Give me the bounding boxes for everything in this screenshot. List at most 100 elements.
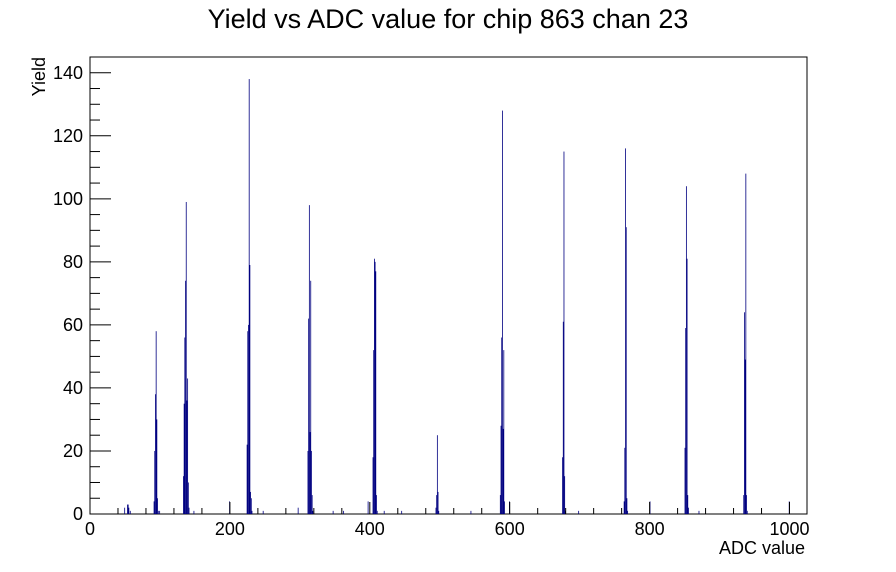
histogram-bin [376,495,377,514]
x-tick-label: 1000 [769,519,809,539]
histogram-bin [685,328,687,514]
histogram-bin [623,501,625,514]
y-tick-label: 120 [53,126,83,146]
y-tick-label: 20 [63,441,83,461]
x-axis-label: ADC value [719,538,805,558]
x-axis-ticks: 0 200 400 600 800 1000 [85,502,810,539]
histogram-bin [193,510,195,514]
histogram-bin [685,186,687,514]
x-tick-label: 0 [85,519,95,539]
histogram-bin [502,428,504,514]
histogram-bin [562,321,564,514]
histogram-bin [743,495,745,514]
histogram-bin [504,501,505,514]
histogram-bin [626,498,628,514]
histogram-bin [627,510,629,514]
plot-frame [89,56,808,515]
histogram-bins [124,79,790,514]
histogram-bin [307,450,309,514]
histogram-bin [187,378,189,514]
histogram-bin [578,510,580,514]
histogram-bin [503,350,505,514]
histogram-bin [312,510,314,514]
y-tick-label: 140 [53,63,83,83]
histogram-bin [308,205,310,514]
histogram-bin [745,173,747,514]
histogram-bin [248,324,249,514]
histogram-bin [183,476,184,514]
histogram-bin [500,425,502,514]
histogram-bin [187,482,189,514]
histogram-bin [159,510,161,514]
histogram-bin [246,444,248,514]
histogram-bin [499,495,501,514]
histogram-bin [687,495,689,514]
histogram-bin [563,151,565,514]
histogram-bin [129,510,131,514]
y-tick-label: 100 [53,189,83,209]
x-tick-label: 400 [355,519,385,539]
histogram-bin [435,507,437,514]
x-tick-label: 600 [495,519,525,539]
y-tick-label: 60 [63,315,83,335]
histogram-bin [373,350,375,514]
histogram-bin [436,435,438,514]
histogram-bin [309,432,311,514]
histogram-bin [249,265,251,514]
histogram-bin [438,510,440,514]
histogram-bin [746,510,748,514]
histogram-bin [156,419,158,514]
x-tick-label: 200 [215,519,245,539]
histogram-bin [374,258,375,514]
histogram-bin [308,318,310,514]
histogram-bin [183,403,185,514]
y-tick-label: 80 [63,252,83,272]
histogram-bin [247,331,249,514]
histogram-bin [625,227,627,514]
histogram-bin [251,510,253,514]
histogram-bin [688,507,689,514]
histogram-bin [250,498,252,514]
histogram-bin [311,450,312,514]
histogram-bin [248,79,250,514]
histogram-bin [186,400,188,514]
histogram-bin [367,501,369,514]
histogram-bin [686,258,688,514]
y-tick-label: 0 [73,504,83,524]
y-axis-label: Yield [29,57,49,96]
y-tick-label: 40 [63,378,83,398]
histogram-bin [374,261,376,514]
histogram-bin [698,510,700,514]
y-axis-ticks: 0 20 40 60 80 100 120 140 [53,56,111,524]
histogram-bin [501,337,503,514]
histogram-bin [744,359,746,514]
histogram-bin [332,510,334,514]
chart-title: Yield vs ADC value for chip 863 chan 23 [208,4,689,34]
histogram-bin [311,495,313,514]
histogram-bin [624,447,626,514]
histogram-bin [185,280,186,514]
histogram-bin [376,510,378,514]
histogram-bin [375,271,377,514]
histogram-bin [684,447,686,514]
histogram-bin [746,495,747,514]
histogram-bin [343,510,345,514]
histogram-bin [153,501,155,514]
histogram-bin [127,504,128,514]
histogram-bin [154,450,156,514]
histogram-bin [437,491,439,514]
histogram-bin [188,507,190,514]
histogram-bin [625,148,626,514]
histogram-bin [744,312,745,514]
histogram-bin [157,498,158,514]
x-tick-label: 800 [635,519,665,539]
histogram-bin [155,394,156,514]
histogram-bin [127,504,129,514]
histogram-bin [310,280,312,514]
histogram-bin [502,110,503,514]
histogram-bin [436,495,438,514]
histogram-bin [262,510,264,514]
histogram-bin [470,510,472,514]
histogram-bin [372,457,374,514]
